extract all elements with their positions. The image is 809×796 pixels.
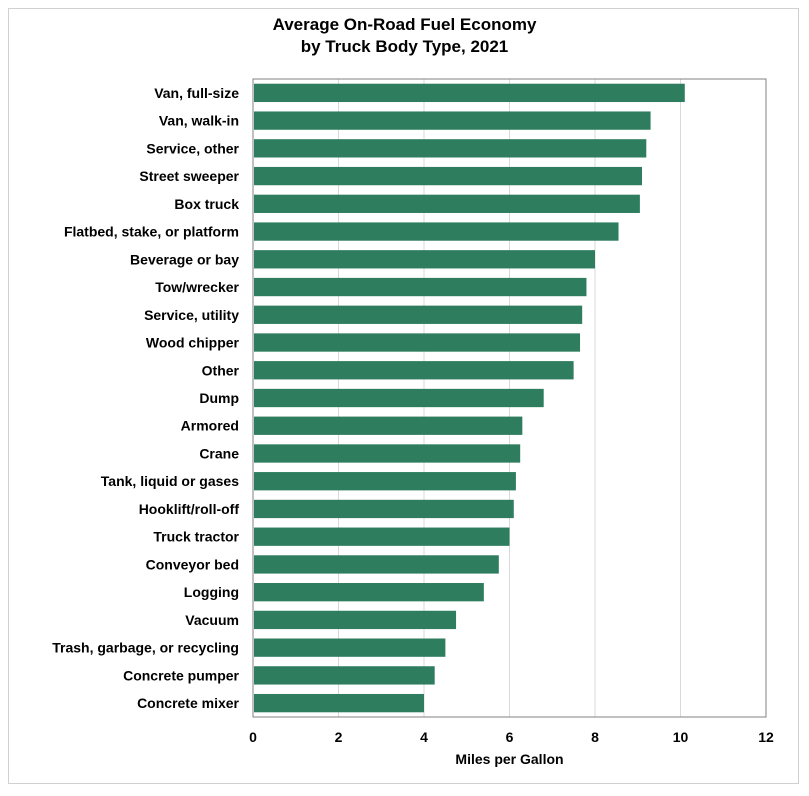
category-label: Trash, garbage, or recycling — [52, 640, 239, 656]
bar — [254, 555, 499, 574]
bar — [254, 250, 595, 269]
x-tick-label: 6 — [506, 729, 514, 745]
bar — [254, 416, 523, 435]
bar — [254, 166, 643, 186]
x-tick-label: 2 — [335, 729, 343, 745]
bar — [254, 610, 457, 630]
category-label: Service, other — [146, 140, 239, 156]
category-label: Concrete pumper — [123, 667, 239, 683]
category-label: Wood chipper — [146, 335, 240, 351]
bar — [254, 472, 516, 491]
chart-title-line-1: Average On-Road Fuel Economy — [272, 15, 537, 34]
bar — [254, 139, 647, 158]
category-label: Concrete mixer — [137, 695, 239, 711]
x-tick-label: 0 — [249, 729, 257, 745]
x-tick-label: 10 — [673, 729, 689, 745]
chart-title: Average On-Road Fuel Economy by Truck Bo… — [0, 14, 809, 58]
bar — [254, 83, 685, 103]
x-axis-title: Miles per Gallon — [455, 751, 563, 767]
category-label: Armored — [181, 418, 239, 434]
category-label: Vacuum — [185, 612, 239, 628]
category-label: Tank, liquid or gases — [101, 473, 239, 489]
category-label: Street sweeper — [139, 168, 239, 184]
category-label: Hooklift/roll-off — [139, 501, 240, 517]
bar — [254, 527, 510, 546]
bar — [254, 111, 651, 130]
bar — [254, 444, 521, 463]
x-tick-labels: 0 2 4 6 8 10 12 — [249, 729, 774, 745]
bar — [254, 583, 484, 602]
bar — [254, 222, 619, 241]
category-label: Crane — [199, 445, 239, 461]
bars — [254, 83, 685, 713]
category-label: Beverage or bay — [130, 251, 239, 267]
category-label: Flatbed, stake, or platform — [64, 224, 239, 240]
category-label: Other — [202, 362, 240, 378]
bar — [254, 277, 587, 297]
category-label: Van, walk-in — [159, 113, 239, 129]
x-tick-label: 8 — [591, 729, 599, 745]
category-label: Conveyor bed — [146, 556, 239, 572]
bar — [254, 305, 583, 324]
bar — [254, 361, 574, 380]
bar — [254, 388, 544, 408]
x-tick-label: 4 — [420, 729, 428, 745]
category-label: Dump — [199, 390, 239, 406]
category-label: Box truck — [174, 196, 239, 212]
x-tick-label: 12 — [758, 729, 774, 745]
category-labels: Van, full-size Van, walk-in Service, other… — [52, 85, 239, 711]
bar — [254, 666, 435, 685]
category-label: Van, full-size — [154, 85, 239, 101]
bar — [254, 333, 581, 352]
bar — [254, 693, 424, 713]
plot-area-border — [252, 78, 767, 718]
chart-title-line-2: by Truck Body Type, 2021 — [300, 37, 509, 56]
category-label: Tow/wrecker — [155, 279, 239, 295]
category-label: Service, utility — [144, 307, 239, 323]
category-label: Logging — [184, 584, 239, 600]
bar — [254, 638, 446, 657]
category-label: Truck tractor — [153, 529, 239, 545]
bar — [254, 194, 640, 213]
bar — [254, 499, 514, 519]
